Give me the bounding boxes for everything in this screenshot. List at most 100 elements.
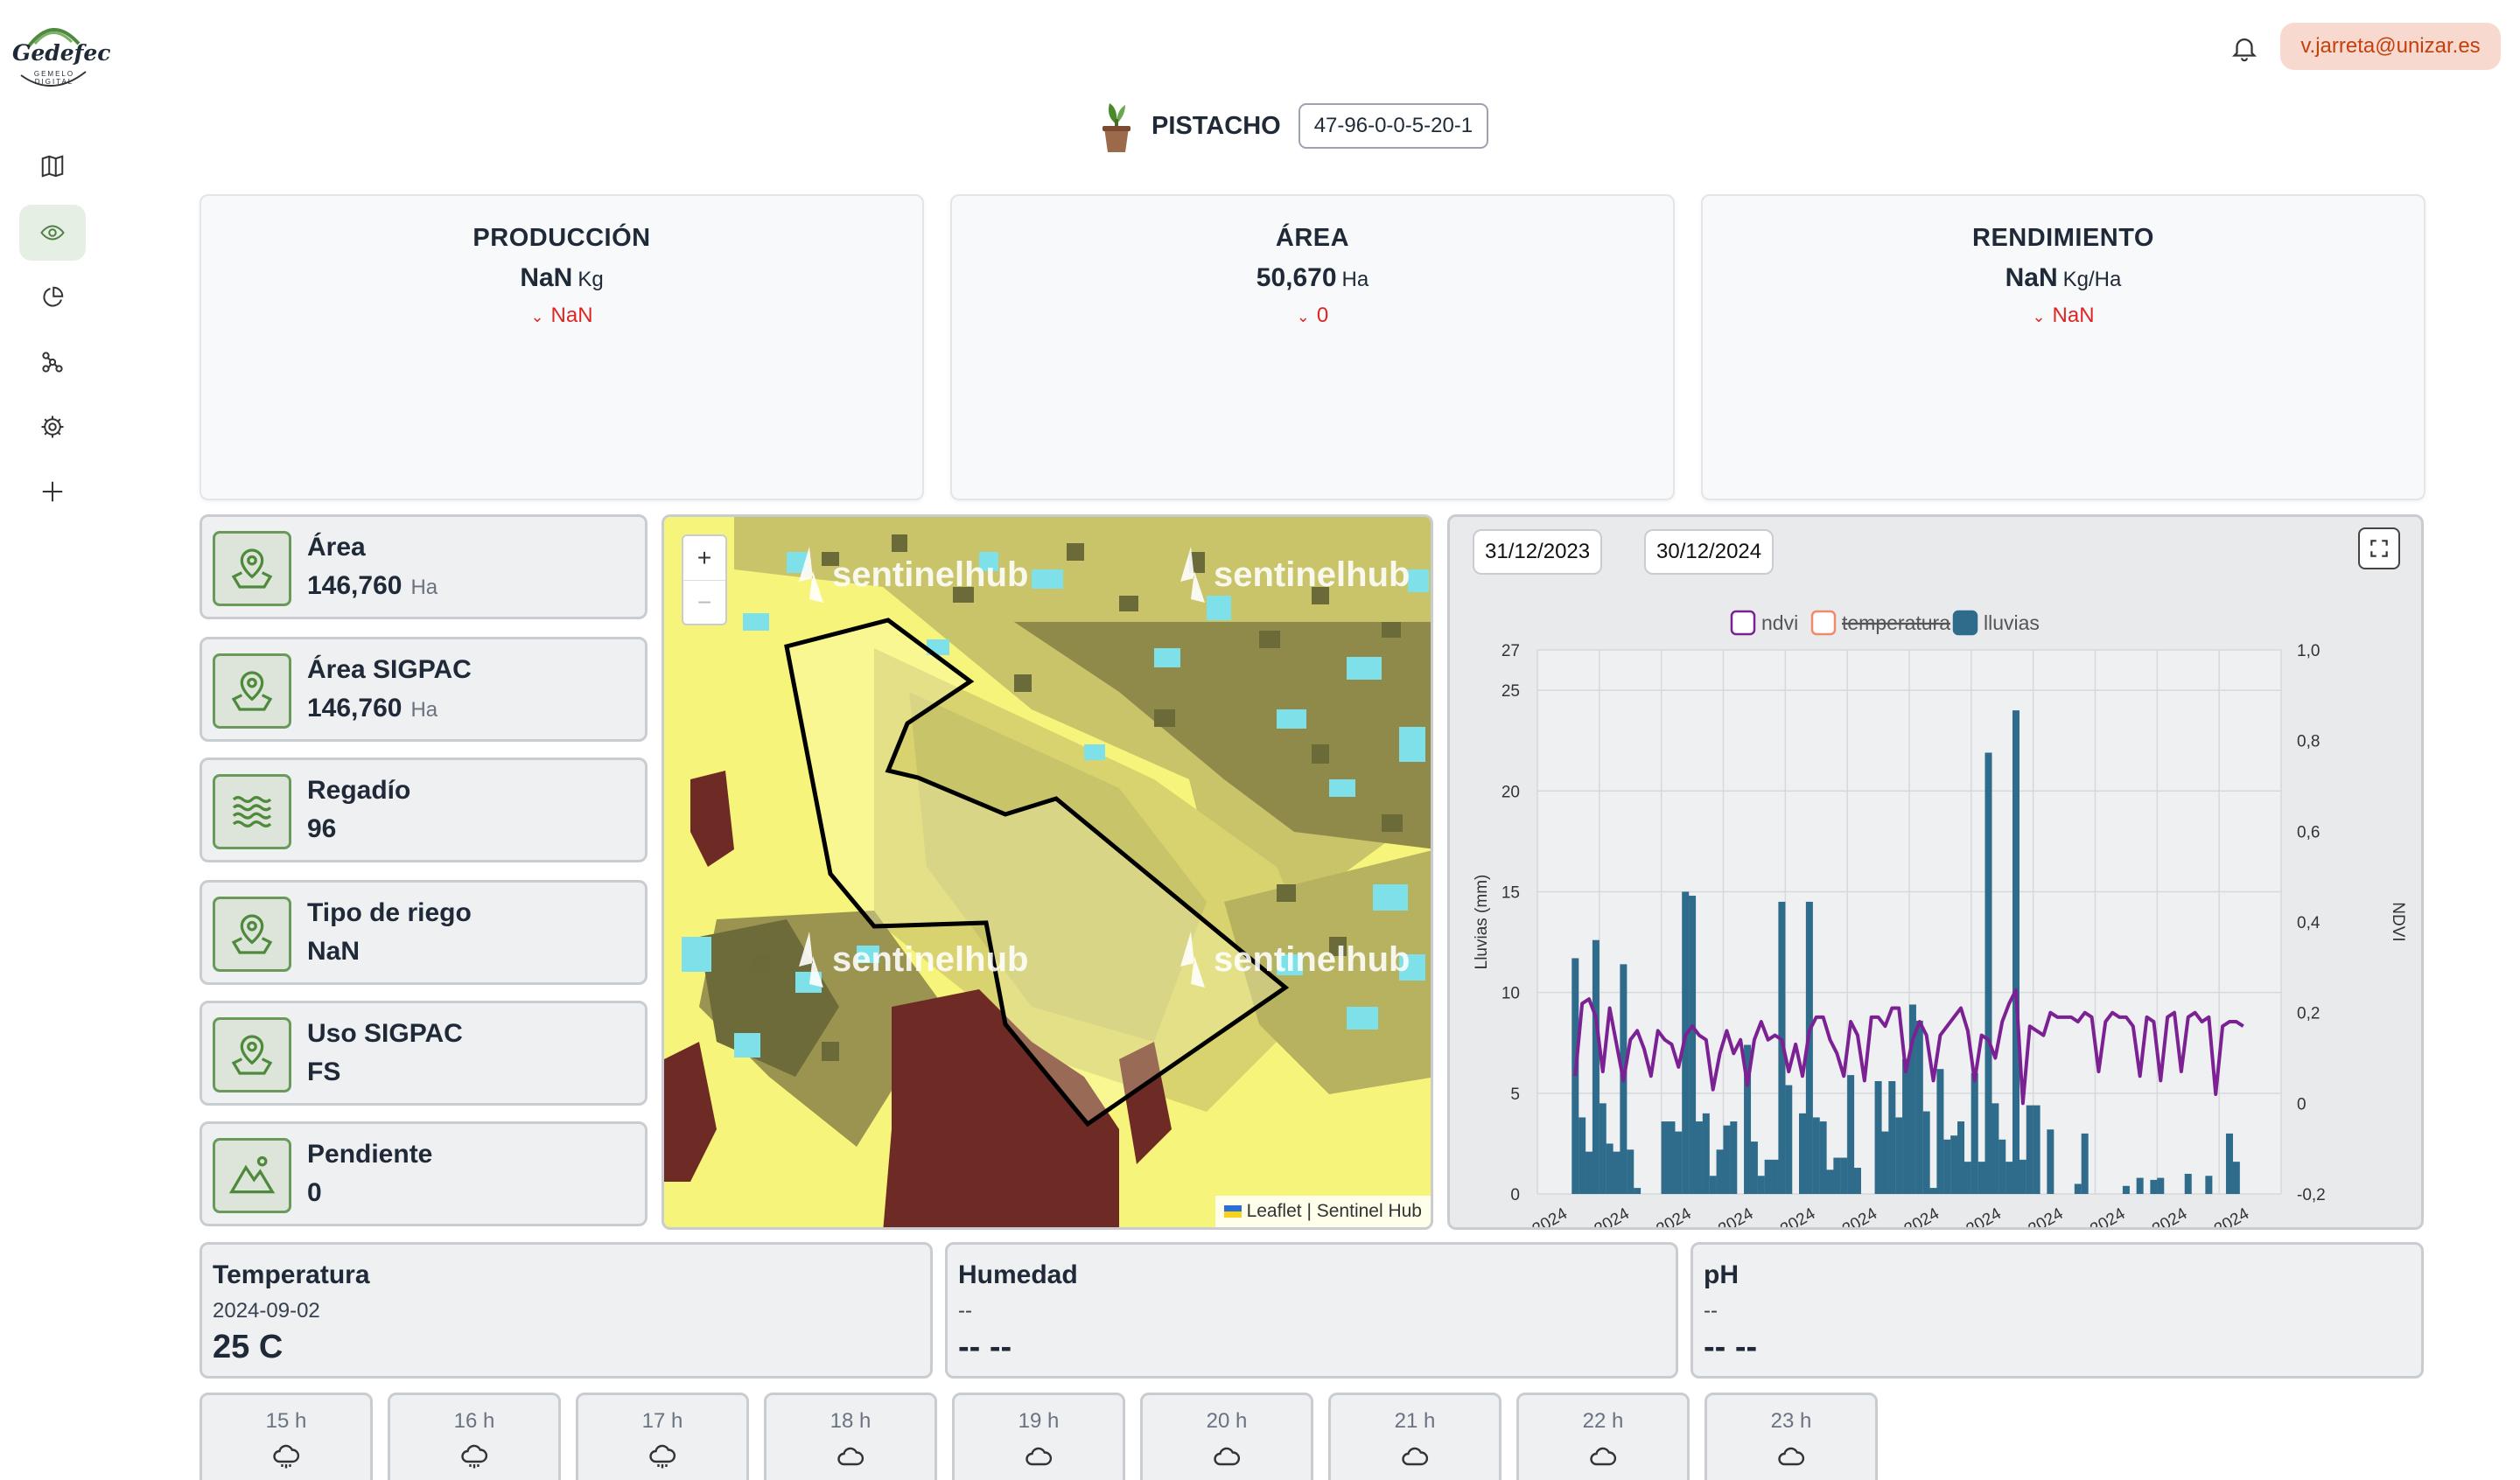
hour-label: 15 h [265, 1409, 307, 1433]
rain-bar [1922, 1111, 1930, 1194]
nav-map[interactable] [19, 138, 86, 194]
cloud-icon [1707, 1434, 1875, 1477]
soil-region [1119, 1042, 1172, 1164]
y-tick-label: 0 [1510, 1186, 1520, 1204]
rain-bar [1915, 1020, 1923, 1194]
hour-label: 16 h [453, 1409, 495, 1433]
hour-label: 21 h [1394, 1409, 1436, 1433]
x-tick-label: oct 2024 [2064, 1204, 2129, 1227]
rain-bar [1812, 1117, 1820, 1194]
y-tick-label: 27 [1502, 642, 1520, 660]
date-to-input[interactable]: 30/12/2024 [1644, 529, 1774, 575]
x-tick-label: mar 2024 [1625, 1204, 1695, 1227]
cloud-rain-icon [202, 1434, 370, 1477]
x-tick-label: nov 2024 [2122, 1204, 2191, 1227]
gear-icon [41, 415, 64, 438]
legend-swatch [1952, 610, 1978, 636]
rain-bar [2006, 1162, 2013, 1194]
hour-label: 17 h [641, 1409, 683, 1433]
nav-settings[interactable] [19, 399, 86, 455]
info-value: 96 [307, 814, 337, 843]
date-from-input[interactable]: 31/12/2023 [1473, 529, 1603, 575]
bell-icon [2231, 38, 2258, 62]
rain-bar [2081, 1133, 2089, 1194]
vegetation-region [909, 692, 1207, 1042]
zoom-control: + − [682, 534, 727, 625]
x-tick-label: ago 2024 [1936, 1204, 2006, 1227]
nav-analytics[interactable] [19, 269, 86, 325]
rain-bar [1744, 1044, 1752, 1194]
rain-bar [1853, 1168, 1861, 1194]
rain-bar [1826, 1169, 1834, 1194]
rain-bar [1881, 1131, 1889, 1194]
sidebar: Gedefec GEMELO DIGITAL [0, 0, 111, 1480]
rain-bar [1888, 1080, 1896, 1194]
sentinelhub-watermark: sentinelhub [1177, 928, 1410, 991]
sensor-value: -- -- [1704, 1329, 1758, 1365]
hour-card: 23 h [1704, 1393, 1878, 1480]
user-menu[interactable]: v.jarreta@unizar.es [2280, 23, 2501, 70]
info-label: Área [307, 533, 366, 562]
sentinelhub-watermark: sentinelhub [795, 543, 1028, 606]
x-tick-label: abr 2024 [1690, 1204, 1757, 1227]
map-tiles [664, 517, 1431, 1227]
y2-axis-label: NDVI [2389, 902, 2407, 941]
parcel-map[interactable]: sentinelhub sentinelhub sentinelhub sent… [662, 514, 1433, 1230]
vegetation-region [1224, 850, 1431, 1094]
rain-bar [1634, 1188, 1642, 1194]
notifications-button[interactable] [2230, 33, 2259, 63]
rain-bar [1723, 1125, 1731, 1194]
water-icon [232, 796, 272, 827]
x-tick-label: may 2024 [1746, 1204, 1818, 1227]
rain-bar [2205, 1176, 2213, 1194]
legend-swatch [1810, 610, 1837, 636]
rain-bar [1695, 1121, 1703, 1194]
sensor-title: Temperatura [213, 1260, 370, 1289]
zoom-in-button[interactable]: + [696, 544, 712, 571]
nav-overview[interactable] [19, 205, 86, 261]
hour-card: 18 h [764, 1393, 937, 1480]
zoom-out-button[interactable]: − [683, 580, 725, 624]
y2-tick-label: -0,2 [2297, 1186, 2326, 1204]
info-label: Regadío [307, 776, 411, 805]
kpi-rendimiento: RENDIMIENTO NaN Kg/Ha ⌄ NaN [1701, 194, 2426, 500]
rain-bar [1978, 1162, 1985, 1194]
rain-bar [1750, 1141, 1758, 1194]
soil-region [690, 771, 734, 867]
map-attribution[interactable]: Leaflet | Sentinel Hub [1214, 1196, 1431, 1227]
rain-bar [1764, 1159, 1772, 1194]
kpi-unit: Ha [1341, 268, 1369, 291]
rain-bar [1902, 1058, 1910, 1194]
info-label: Pendiente [307, 1140, 433, 1169]
kpi-delta: NaN [550, 304, 593, 327]
ukraine-flag-icon [1223, 1205, 1242, 1218]
info-value: 146,760 [307, 694, 402, 723]
info-card-uso-sigpac: Uso SIGPAC FS [200, 1001, 648, 1106]
rain-bar [2150, 1179, 2158, 1194]
fullscreen-button[interactable] [2358, 527, 2400, 569]
rain-bar [1757, 1176, 1765, 1194]
parcel-boundary[interactable] [784, 618, 1290, 1127]
rain-bar [1957, 1121, 1965, 1194]
rain-bar [1992, 1103, 1999, 1194]
rain-bar [2225, 1133, 2233, 1194]
info-card-area-sigpac: Área SIGPAC 146,760 Ha [200, 637, 648, 742]
nav-network[interactable] [19, 334, 86, 390]
brand-logo[interactable]: Gedefec GEMELO DIGITAL [12, 17, 111, 89]
kpi-title: ÁREA [1275, 224, 1350, 252]
rain-bar [1929, 1188, 1937, 1194]
rain-bar [2157, 1177, 2165, 1194]
hour-label: 19 h [1018, 1409, 1060, 1433]
vegetation-region [734, 517, 1431, 919]
hour-card: 17 h [576, 1393, 749, 1480]
y2-tick-label: 0,2 [2297, 1005, 2320, 1023]
rain-bar [1874, 1080, 1882, 1194]
rain-bar [1833, 1157, 1841, 1194]
nav-add[interactable] [19, 464, 86, 520]
network-icon [42, 352, 63, 373]
y2-tick-label: 0,8 [2297, 733, 2320, 751]
info-card-tipo-riego: Tipo de riego NaN [200, 880, 648, 985]
rain-bar [1668, 1121, 1676, 1194]
y-tick-label: 20 [1502, 783, 1520, 801]
rain-bar [1730, 1121, 1738, 1194]
